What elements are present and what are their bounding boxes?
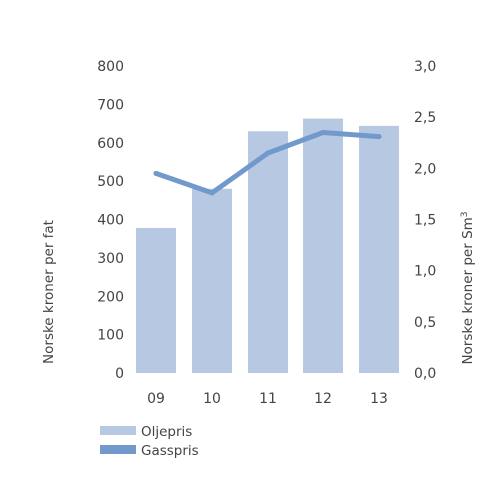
bar-oljepris-13 bbox=[359, 125, 399, 374]
right-axis-title: Norske kroner per Sm3 bbox=[460, 211, 476, 364]
legend: Oljepris Gasspris bbox=[100, 424, 199, 459]
legend-swatch-oljepris bbox=[100, 426, 136, 435]
left-tick-label: 0 bbox=[115, 366, 124, 382]
right-axis-title-main: Norske kroner per Sm bbox=[460, 217, 476, 364]
bar-oljepris-09 bbox=[136, 227, 176, 373]
x-tick-label: 12 bbox=[314, 391, 332, 407]
x-axis-ticks: 09 10 11 12 13 bbox=[147, 391, 388, 407]
bar-oljepris-10 bbox=[192, 188, 232, 373]
point-gasspris-10 bbox=[209, 190, 215, 196]
right-tick-label: 3,0 bbox=[414, 59, 436, 75]
left-tick-label: 700 bbox=[97, 97, 124, 113]
right-tick-label: 2,5 bbox=[414, 110, 436, 126]
bars-layer bbox=[136, 118, 399, 374]
legend-label-gasspris: Gasspris bbox=[141, 443, 199, 459]
point-gasspris-09 bbox=[153, 170, 159, 176]
right-tick-label: 0,5 bbox=[414, 315, 436, 331]
line-layer bbox=[153, 130, 382, 196]
x-tick-label: 11 bbox=[259, 391, 277, 407]
left-tick-label: 100 bbox=[97, 328, 124, 344]
legend-label-oljepris: Oljepris bbox=[141, 424, 192, 440]
x-tick-label: 10 bbox=[203, 391, 221, 407]
left-tick-label: 200 bbox=[97, 289, 124, 305]
right-tick-label: 1,0 bbox=[414, 264, 436, 280]
left-tick-label: 500 bbox=[97, 174, 124, 190]
point-gasspris-11 bbox=[265, 150, 271, 156]
left-tick-label: 800 bbox=[97, 59, 124, 75]
right-tick-label: 0,0 bbox=[414, 366, 436, 382]
left-axis-title: Norske kroner per fat bbox=[41, 220, 57, 364]
bar-oljepris-11 bbox=[248, 131, 288, 373]
right-axis-ticks: 0,0 0,5 1,0 1,5 2,0 2,5 3,0 bbox=[414, 59, 436, 382]
bar-oljepris-12 bbox=[303, 118, 343, 373]
x-tick-label: 13 bbox=[370, 391, 388, 407]
x-tick-label: 09 bbox=[147, 391, 165, 407]
legend-swatch-gasspris bbox=[100, 445, 136, 454]
left-tick-label: 400 bbox=[97, 213, 124, 229]
left-axis-ticks: 0 100 200 300 400 500 600 700 800 bbox=[97, 59, 124, 382]
left-tick-label: 300 bbox=[97, 251, 124, 267]
right-axis-title-superscript: 3 bbox=[460, 211, 470, 217]
point-gasspris-12 bbox=[320, 130, 326, 136]
right-tick-label: 1,5 bbox=[414, 213, 436, 229]
right-tick-label: 2,0 bbox=[414, 161, 436, 177]
point-gasspris-13 bbox=[376, 134, 382, 140]
left-tick-label: 600 bbox=[97, 136, 124, 152]
